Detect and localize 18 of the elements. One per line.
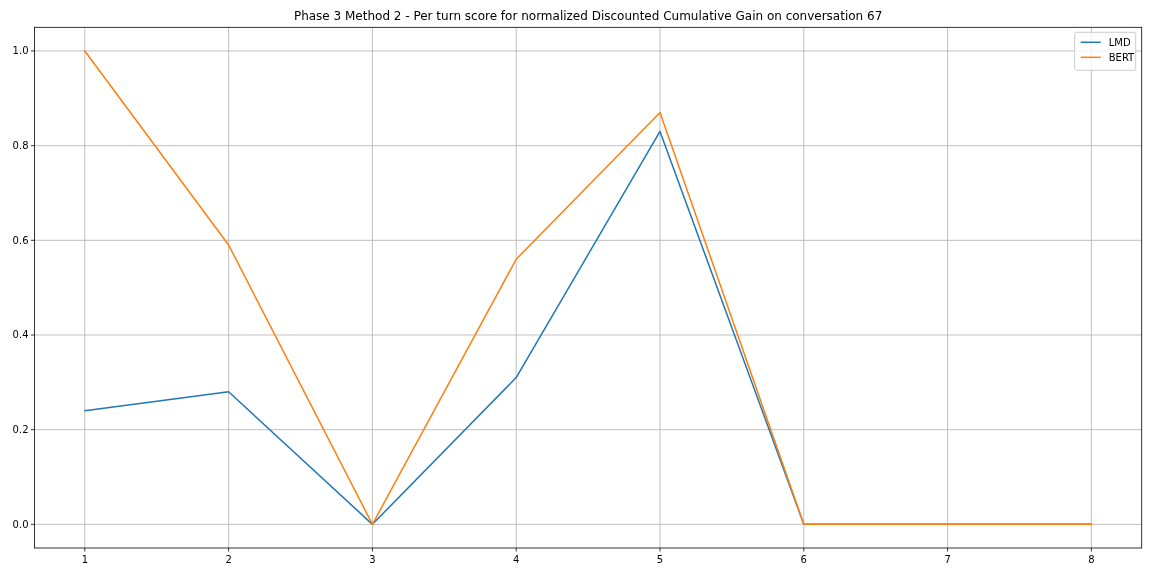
x-tick-label: 5 bbox=[656, 554, 664, 565]
y-tick-label: 1.0 bbox=[12, 45, 29, 57]
y-tick-label: 0.4 bbox=[12, 329, 29, 341]
x-tick-label: 7 bbox=[944, 554, 951, 565]
x-tick-label: 2 bbox=[225, 554, 232, 565]
y-tick-label: 0.0 bbox=[12, 518, 29, 530]
x-tick-label: 6 bbox=[800, 554, 807, 565]
x-tick-label: 3 bbox=[369, 554, 376, 565]
y-tick-label: 0.8 bbox=[12, 140, 29, 152]
y-tick-label: 0.6 bbox=[12, 234, 29, 246]
chart-title: Phase 3 Method 2 - Per turn score for normalized Discounted Cumulative Gain on conversation 67 bbox=[293, 9, 883, 24]
legend-label: LMD bbox=[1108, 36, 1131, 48]
x-tick-label: 8 bbox=[1088, 554, 1095, 565]
x-tick-label: 4 bbox=[513, 554, 520, 565]
x-tick-label: 1 bbox=[81, 554, 89, 565]
legend-label: BERT bbox=[1108, 51, 1136, 63]
y-tick-label: 0.2 bbox=[12, 424, 29, 436]
line-series bbox=[84, 50, 1093, 526]
